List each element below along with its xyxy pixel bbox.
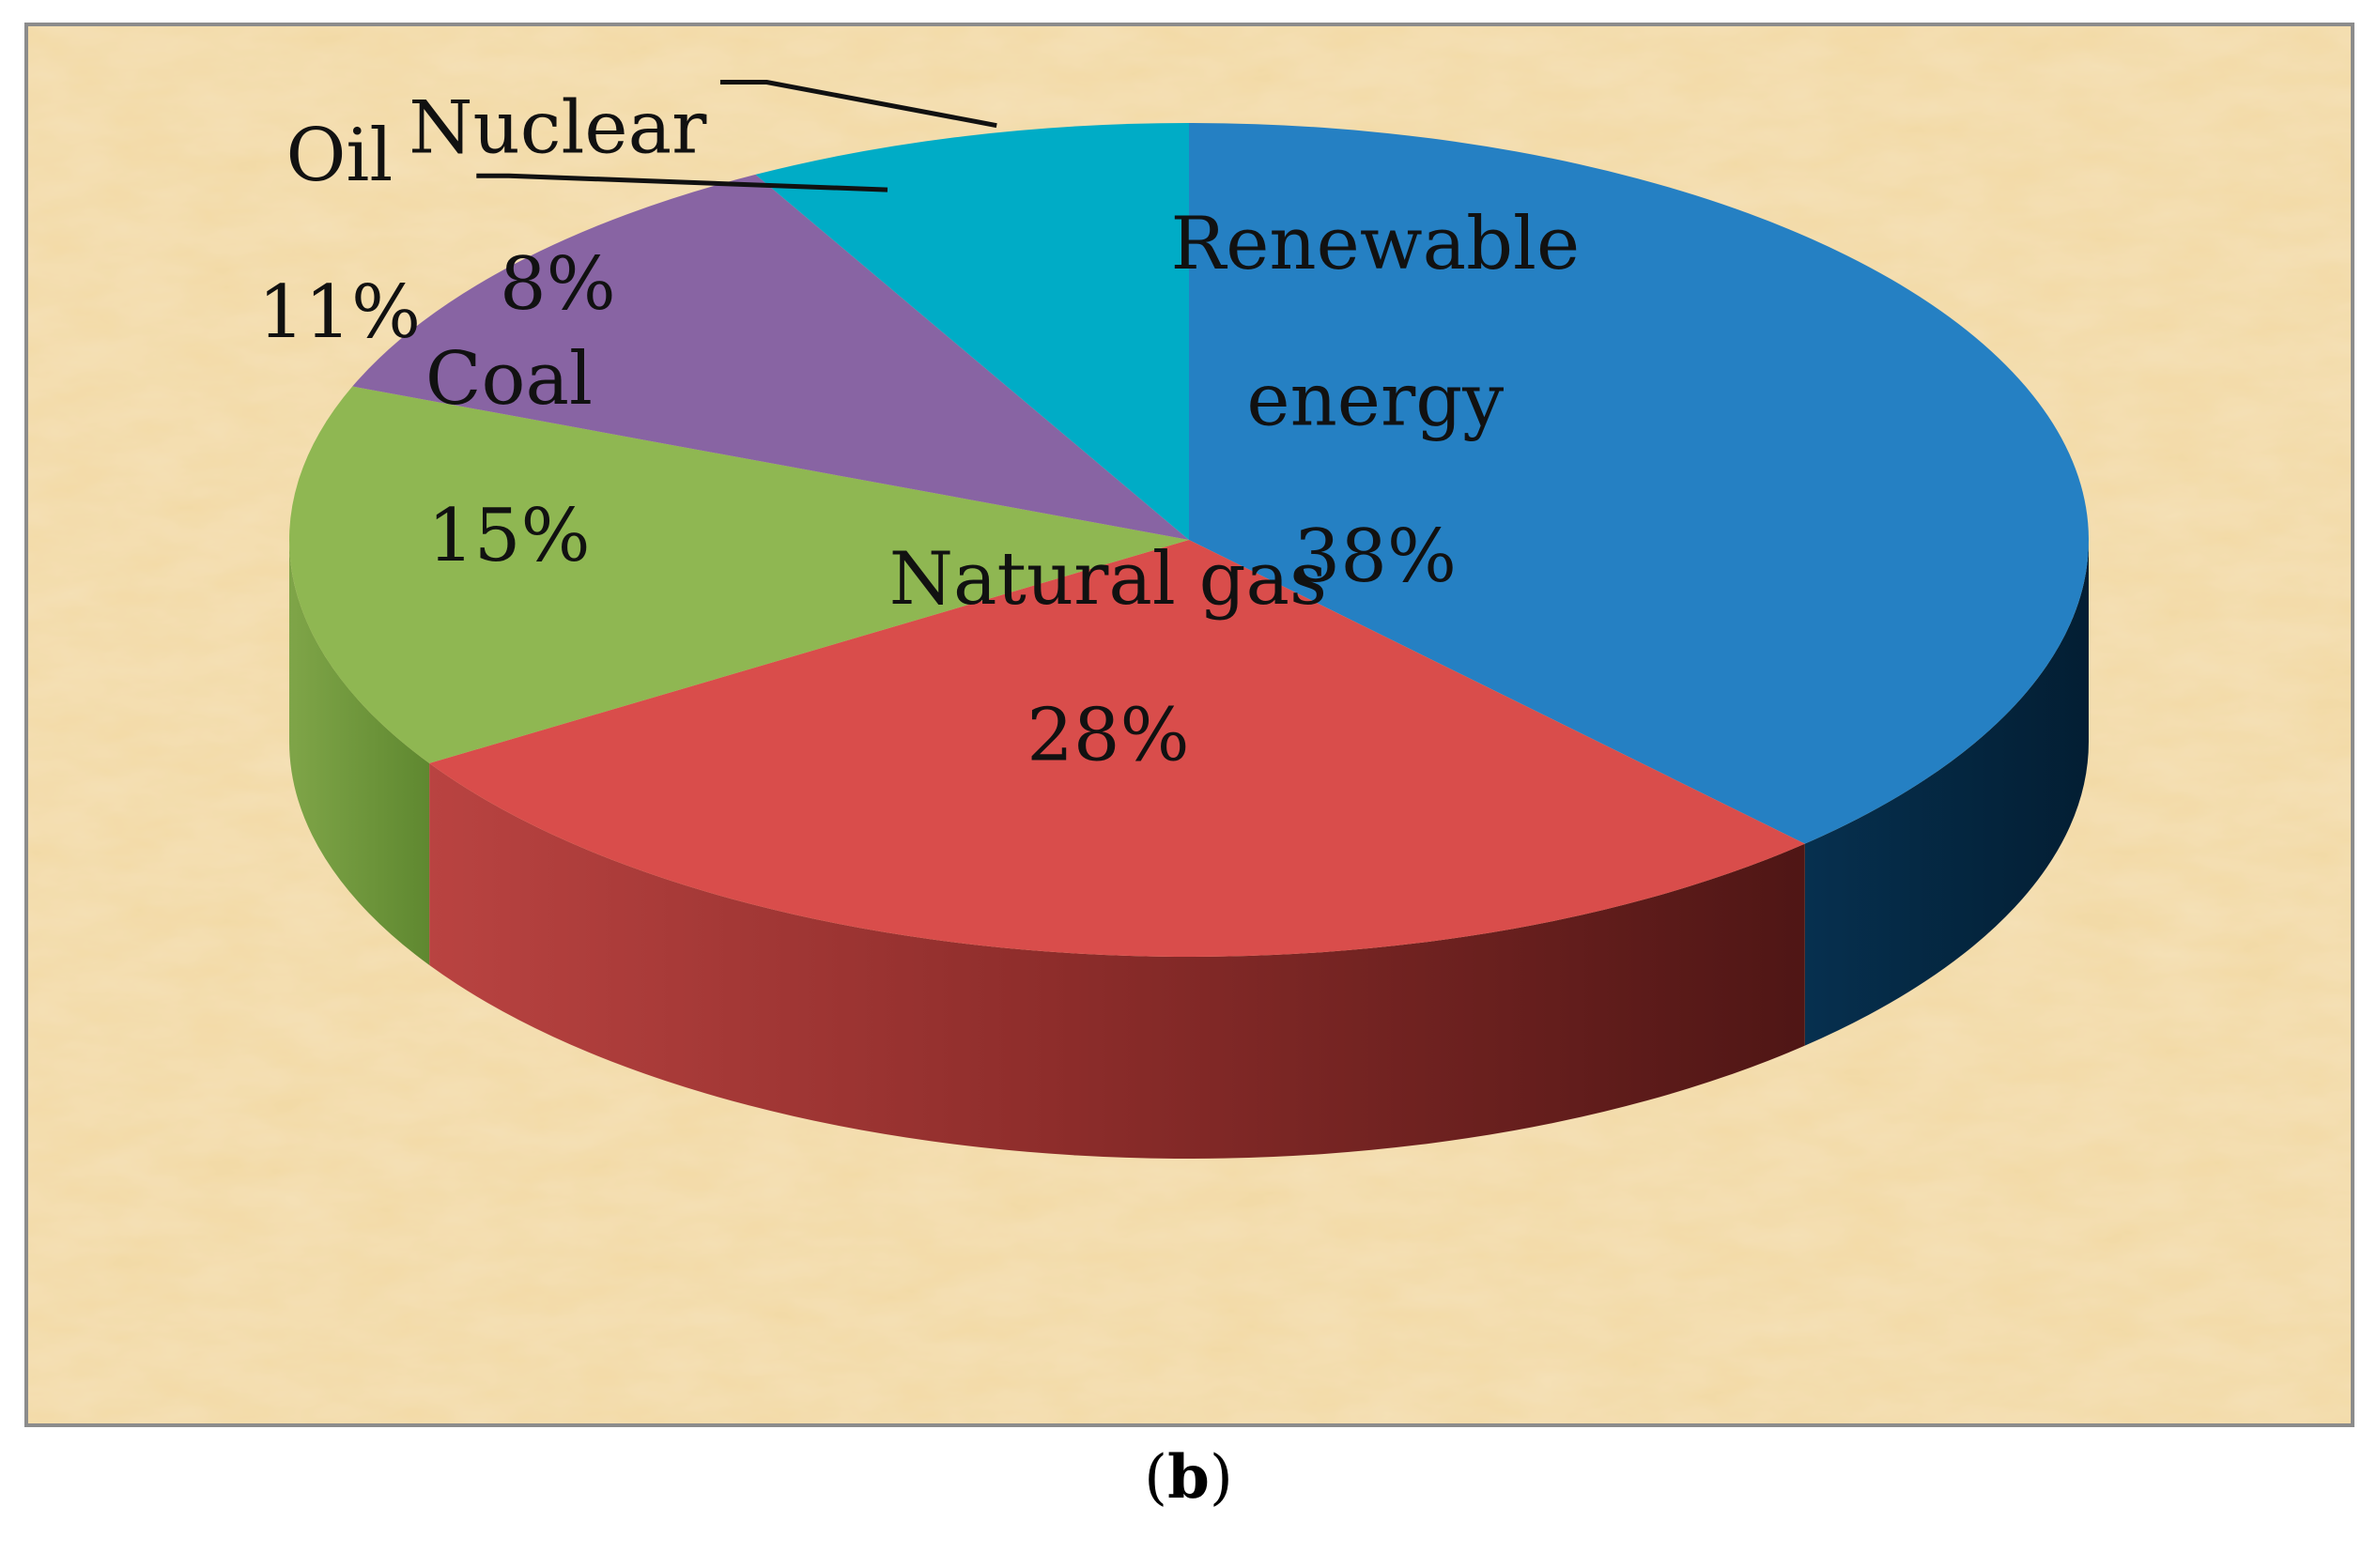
slice-4 — [352, 174, 1189, 540]
slice-label-line: 8% — [500, 242, 616, 327]
slice-side-1 — [1804, 540, 2089, 1046]
slice-side-3 — [289, 540, 430, 965]
slice-3 — [288, 386, 1189, 763]
slice-label-line: Oil — [286, 114, 393, 198]
slice-label-line: 11% — [258, 270, 421, 355]
slice-5 — [755, 123, 1189, 540]
slice-label-2: Natural gas 28% — [889, 537, 1327, 778]
leader-line-1 — [476, 173, 888, 192]
slice-label-line: 15% — [427, 494, 590, 578]
pie-sides — [289, 540, 2089, 1160]
leader-line-2 — [719, 80, 997, 129]
slice-label-line: Nuclear — [409, 85, 707, 170]
slice-label-line: Coal — [425, 337, 593, 422]
slice-side-2 — [429, 762, 1805, 1160]
slice-label-5: Nuclear 8% — [409, 85, 707, 327]
pie-tops — [288, 123, 2090, 958]
slice-label-line: energy — [1246, 358, 1504, 442]
leader-lines — [476, 80, 997, 192]
slice-label-line: Renewable — [1171, 202, 1581, 286]
slice-label-line: Natural gas — [889, 537, 1327, 622]
caption-letter: b — [1167, 1442, 1210, 1513]
pie-chart: Renewable energy 38%Natural gas 28% Coal 15% O… — [28, 26, 2351, 1423]
slice-label-3: Coal 15% — [425, 337, 593, 578]
caption-open: ( — [1144, 1443, 1168, 1513]
caption-close: ) — [1209, 1443, 1233, 1513]
slice-label-line: 38% — [1294, 515, 1457, 599]
slice-2 — [429, 540, 1805, 958]
figure-caption: (b) — [0, 1442, 2377, 1513]
chart-frame: Renewable energy 38% Natural gas 28% Coal 15% O… — [24, 23, 2354, 1427]
slice-label-line: 28% — [1026, 693, 1189, 777]
slice-1 — [1189, 123, 2090, 844]
slice-labels: Renewable energy 38%Natural gas 28% Coal 15% O… — [258, 85, 1580, 777]
slice-label-4: Oil 11% — [258, 114, 421, 355]
slice-label-1: Renewable energy 38% — [1171, 202, 1581, 599]
